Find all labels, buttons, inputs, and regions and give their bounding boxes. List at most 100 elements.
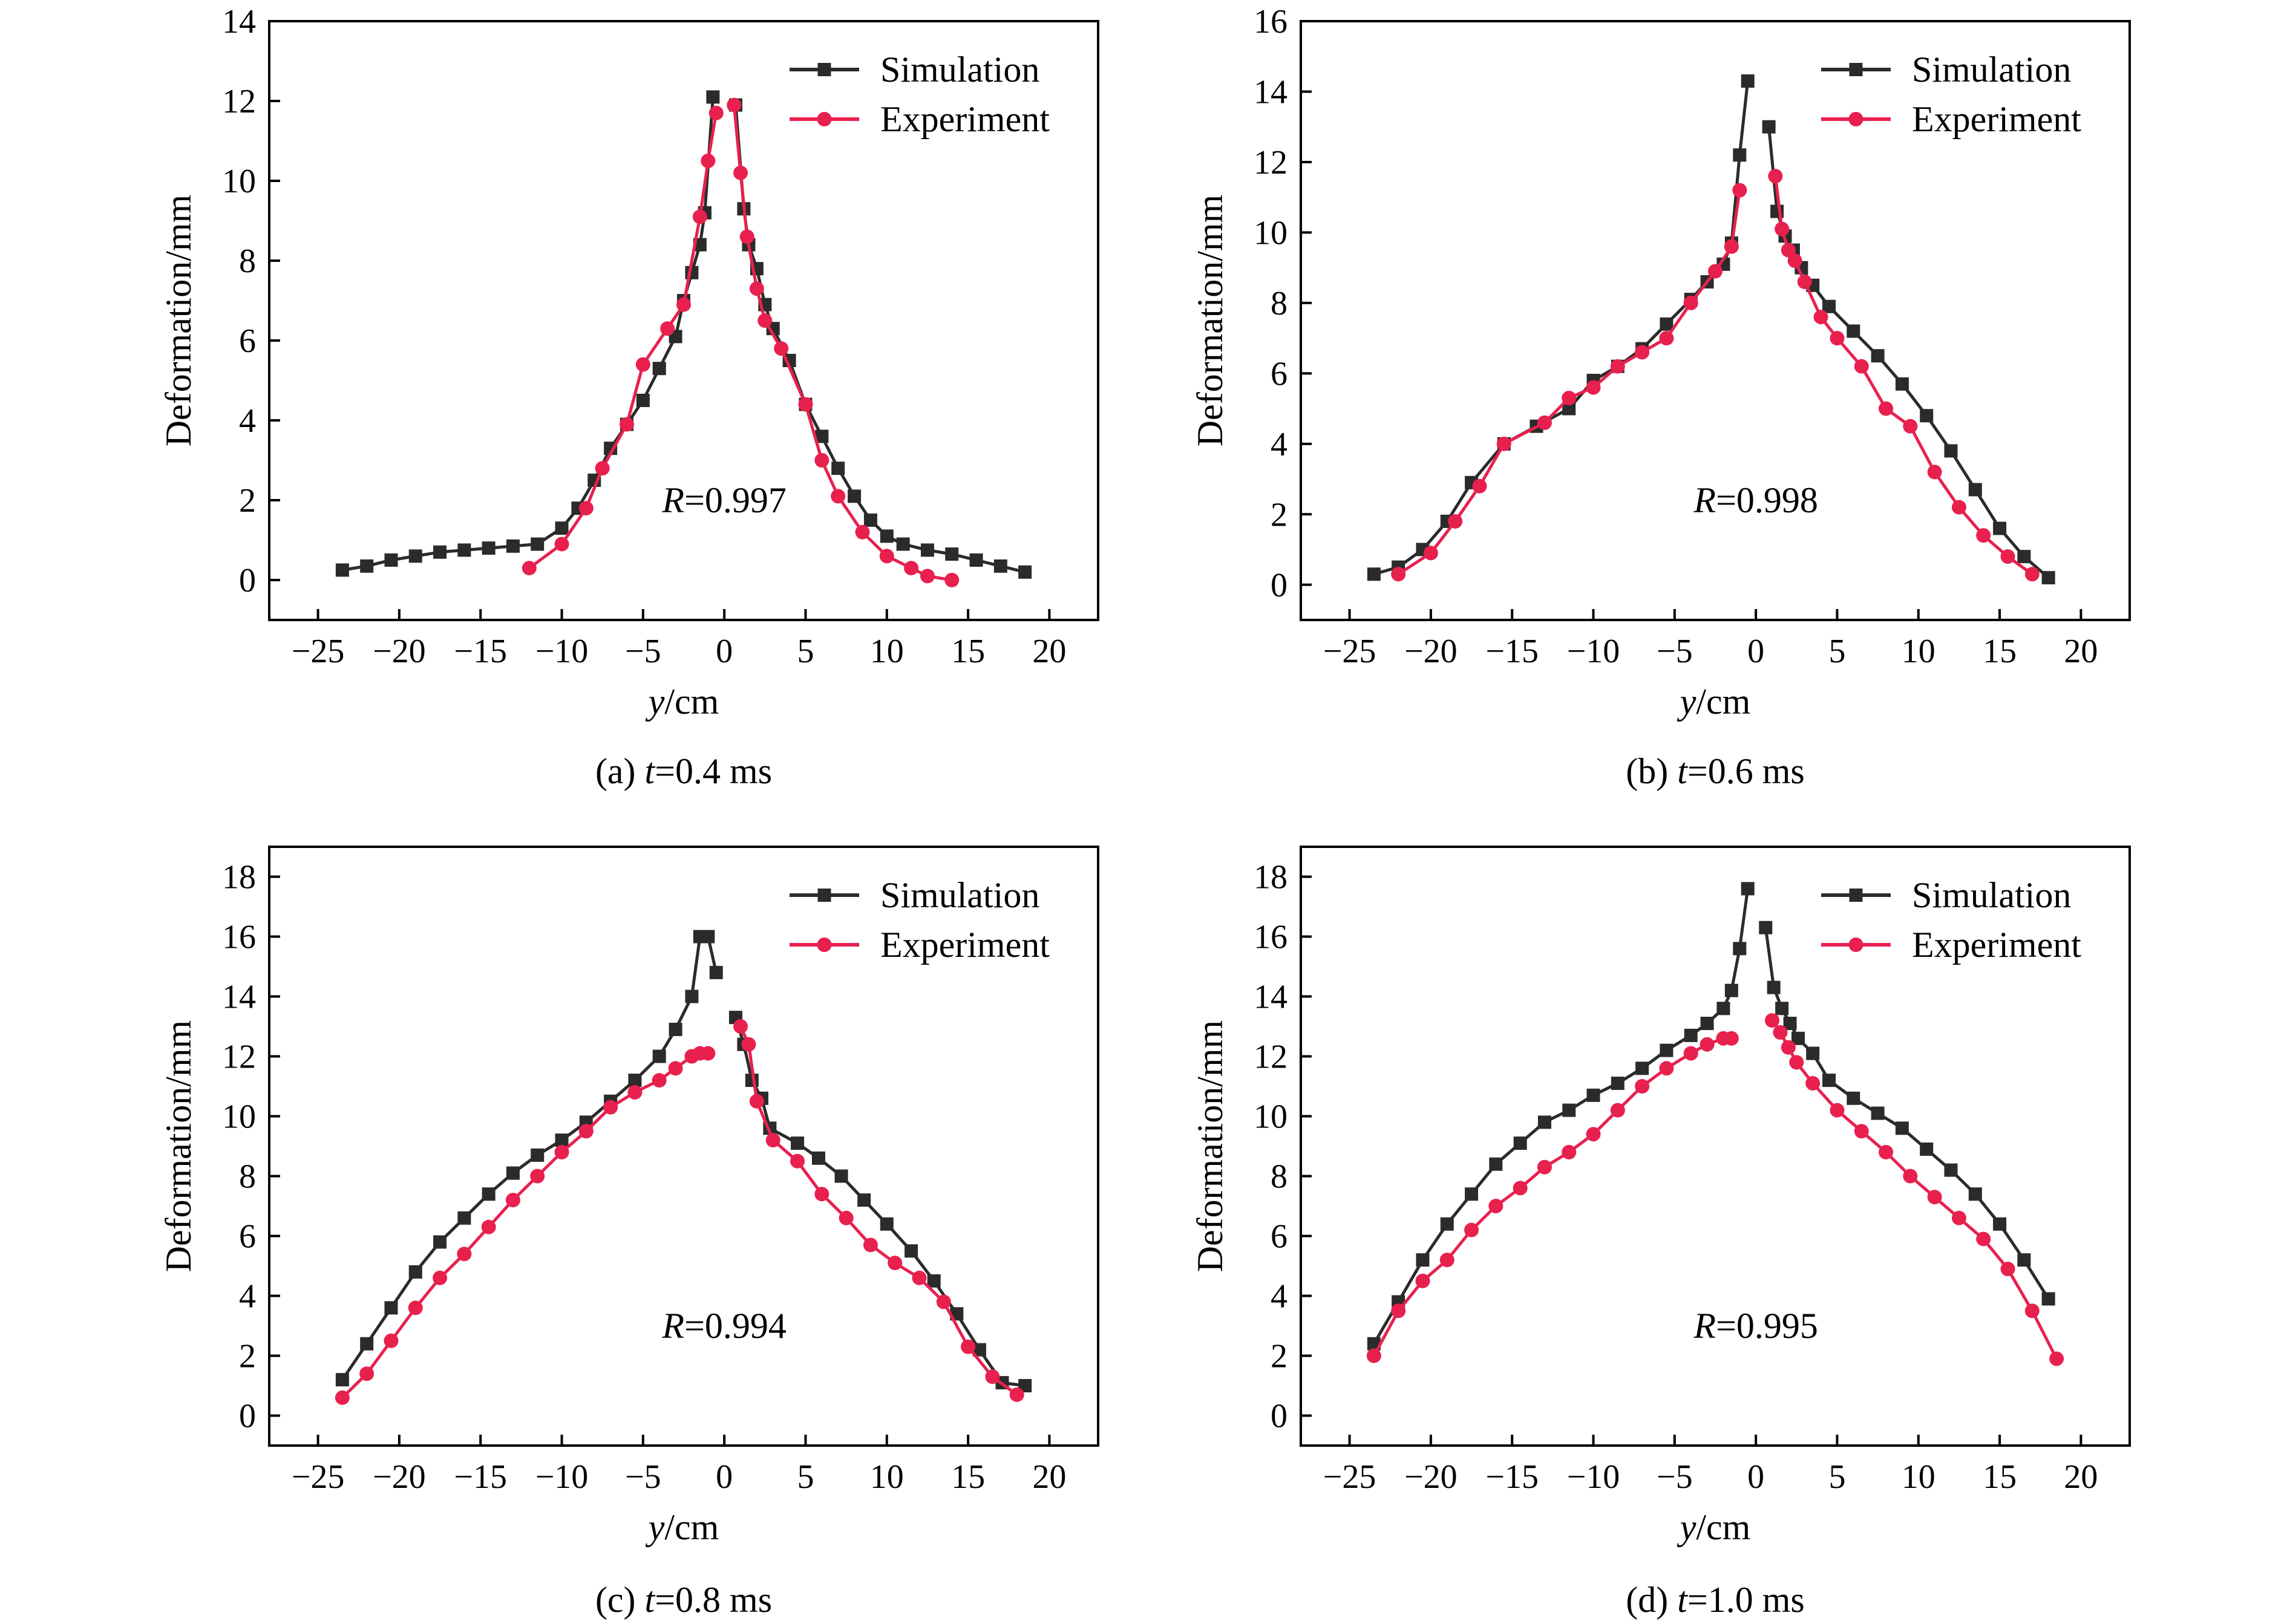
y-tick-label: 14 — [222, 3, 256, 41]
data-point-experiment — [1903, 419, 1918, 434]
x-tick-label: −20 — [373, 1458, 426, 1496]
data-point-simulation — [1635, 1061, 1649, 1075]
data-point-experiment — [749, 1094, 764, 1109]
legend-label-simulation: Simulation — [1912, 50, 2071, 90]
plot-frame — [1300, 846, 2131, 1447]
data-point-experiment — [554, 536, 569, 552]
y-tick-label: 4 — [1271, 1278, 1287, 1316]
legend-label-simulation: Simulation — [880, 875, 1039, 915]
legend-label-experiment: Experiment — [880, 99, 1050, 139]
data-point-experiment — [554, 1144, 569, 1159]
data-point-experiment — [1976, 528, 1991, 543]
data-point-simulation — [920, 543, 934, 557]
data-point-simulation — [636, 394, 650, 407]
data-point-experiment — [1724, 239, 1739, 254]
data-point-experiment — [1724, 1031, 1739, 1046]
x-tick-label: 15 — [1983, 633, 2017, 670]
data-point-experiment — [668, 1061, 683, 1076]
data-point-simulation — [335, 1373, 349, 1387]
x-tick-label: −5 — [625, 633, 661, 670]
data-point-simulation — [1716, 1002, 1730, 1016]
data-point-simulation — [457, 1211, 471, 1225]
y-tick-label: 8 — [1271, 1158, 1287, 1196]
data-point-experiment — [757, 313, 773, 328]
x-tick-label: 20 — [2064, 633, 2098, 670]
data-point-experiment — [1708, 264, 1723, 279]
data-point-experiment — [619, 417, 634, 432]
data-point-simulation — [1895, 1121, 1909, 1135]
data-point-simulation — [531, 537, 545, 551]
data-point-simulation — [945, 547, 959, 561]
x-axis-label: y/cm — [645, 682, 719, 722]
data-point-experiment — [701, 154, 716, 168]
r-value-annotation: R=0.994 — [661, 1306, 787, 1346]
x-tick-label: −25 — [1323, 1458, 1376, 1496]
data-point-experiment — [2024, 567, 2040, 582]
data-point-experiment — [1781, 243, 1796, 258]
series-line-simulation — [1372, 79, 1750, 576]
y-tick-label: 10 — [1254, 1098, 1287, 1136]
data-point-simulation — [2041, 571, 2055, 585]
series-simulation — [335, 930, 1032, 1392]
x-tick-label: 5 — [1828, 633, 1845, 670]
legend-label-experiment: Experiment — [1912, 925, 2081, 965]
data-point-experiment — [739, 229, 754, 244]
data-point-experiment — [522, 561, 537, 576]
data-point-simulation — [880, 529, 894, 543]
data-point-experiment — [831, 489, 846, 504]
data-point-experiment — [1797, 274, 1812, 289]
data-point-experiment — [1787, 253, 1802, 268]
x-axis-label: y/cm — [1677, 682, 1751, 722]
data-point-simulation — [896, 537, 910, 551]
y-tick-label: 16 — [222, 919, 256, 956]
data-point-simulation — [1759, 921, 1773, 934]
data-point-experiment — [635, 357, 650, 372]
data-point-experiment — [961, 1339, 976, 1354]
data-point-experiment — [595, 461, 610, 476]
data-point-simulation — [555, 521, 569, 535]
data-point-experiment — [1537, 1159, 1552, 1175]
data-point-simulation — [1806, 1046, 1820, 1060]
y-axis-label: Deformation/mm — [1190, 1020, 1230, 1273]
data-point-simulation — [1660, 1043, 1674, 1057]
x-tick-label: 0 — [1747, 1458, 1764, 1496]
data-point-simulation — [831, 461, 845, 475]
series-line-simulation — [1764, 926, 2050, 1300]
y-tick-label: 2 — [1271, 1338, 1287, 1375]
data-point-experiment — [1775, 221, 1790, 236]
legend-label-experiment: Experiment — [880, 925, 1050, 965]
data-point-simulation — [506, 539, 520, 553]
data-point-experiment — [1513, 1181, 1528, 1196]
y-tick-label: 0 — [239, 562, 256, 599]
legend-label-simulation: Simulation — [1912, 875, 2071, 915]
legend-marker-experiment — [817, 938, 832, 952]
data-point-experiment — [2049, 1351, 2064, 1366]
data-point-experiment — [1537, 415, 1552, 430]
x-tick-label: 10 — [1902, 633, 1935, 670]
panel-caption: (a) t=0.4 ms — [595, 751, 772, 791]
r-value-annotation: R=0.995 — [1693, 1306, 1818, 1346]
data-point-experiment — [384, 1333, 399, 1348]
x-tick-label: 15 — [1983, 1458, 2017, 1496]
data-point-experiment — [2000, 1261, 2015, 1276]
x-tick-label: −15 — [454, 633, 507, 670]
x-tick-label: 5 — [797, 1458, 814, 1496]
data-point-experiment — [1830, 1103, 1845, 1118]
y-tick-label: 6 — [239, 322, 256, 360]
y-tick-label: 12 — [1254, 144, 1287, 181]
data-point-simulation — [880, 1217, 894, 1231]
data-point-simulation — [1537, 1115, 1551, 1129]
data-point-simulation — [1847, 1091, 1860, 1105]
data-point-experiment — [912, 1270, 927, 1285]
chart-panel-1: −25 −20 −15 −10 −5 0 5 10 15 20 0 2 4 6 8 10 12 14 y/cm Def… — [159, 3, 1099, 791]
y-tick-label: 8 — [239, 243, 256, 280]
x-tick-label: −20 — [373, 633, 426, 670]
data-point-experiment — [335, 1390, 350, 1405]
data-point-simulation — [2017, 1253, 2031, 1267]
data-point-simulation — [1791, 1031, 1805, 1045]
data-point-experiment — [904, 561, 919, 576]
legend-label-experiment: Experiment — [1912, 99, 2081, 139]
y-tick-label: 2 — [239, 482, 256, 520]
data-point-simulation — [1968, 483, 1982, 497]
y-axis-label: Deformation/mm — [1190, 195, 1230, 447]
